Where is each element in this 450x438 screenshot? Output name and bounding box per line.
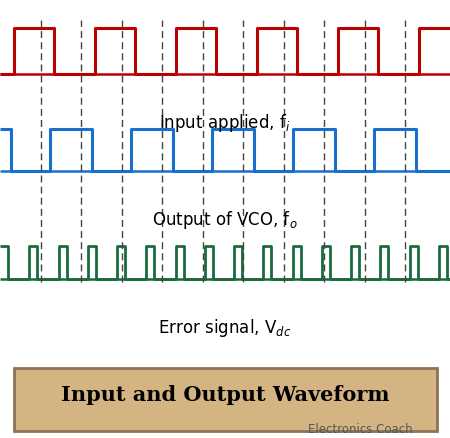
FancyBboxPatch shape [14,368,436,431]
Text: Input applied, f$_i$: Input applied, f$_i$ [159,112,291,134]
Text: Electronics Coach: Electronics Coach [308,423,412,436]
Text: Input and Output Waveform: Input and Output Waveform [61,385,389,405]
Text: Error signal, V$_{dc}$: Error signal, V$_{dc}$ [158,317,292,339]
Text: Output of VCO, f$_o$: Output of VCO, f$_o$ [152,209,298,231]
